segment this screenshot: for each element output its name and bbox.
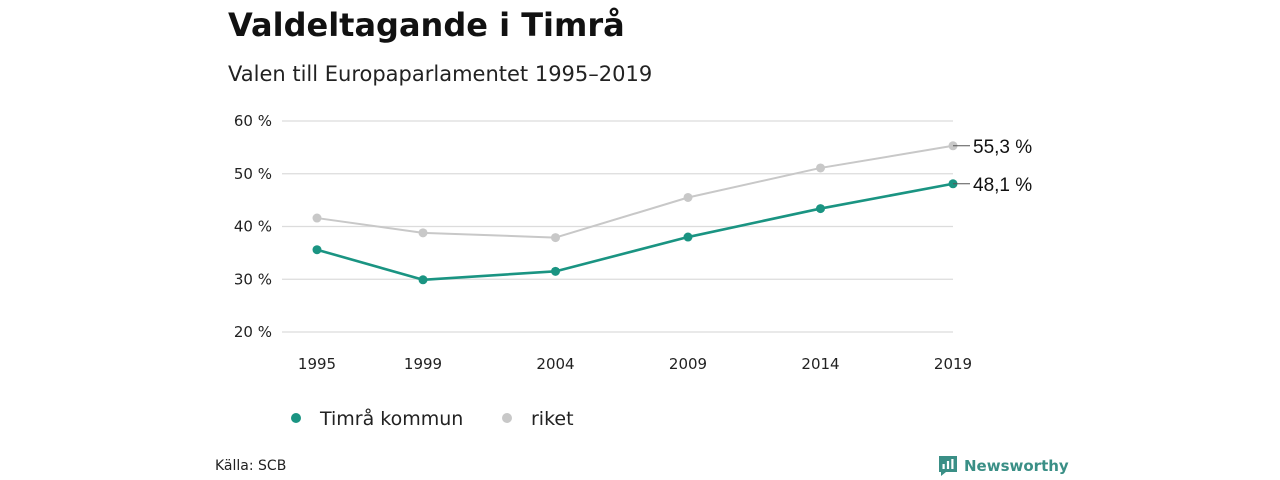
x-tick-label: 2014 — [801, 355, 839, 373]
legend-label: Timrå kommun — [319, 407, 463, 430]
data-point-timr-kommun — [418, 275, 428, 285]
legend-label: riket — [531, 408, 574, 430]
data-point-timr-kommun — [312, 245, 322, 255]
data-point-riket — [816, 163, 825, 173]
data-point-riket — [683, 192, 693, 202]
data-point-riket — [551, 233, 560, 243]
data-point-riket — [418, 228, 428, 238]
data-point-timr-kommun — [683, 232, 693, 242]
grid-lines — [282, 120, 953, 333]
data-point-riket — [312, 213, 322, 223]
legend-marker — [502, 413, 512, 423]
x-tick-label: 2009 — [669, 355, 707, 373]
data-point-timr-kommun — [816, 204, 825, 214]
x-axis: 1995 1999 2004 2009 2014 2019 — [298, 355, 972, 373]
end-label-riket: 55,3 % — [973, 137, 1032, 158]
legend-marker — [291, 413, 301, 423]
x-tick-label: 1999 — [404, 355, 442, 373]
brand-name: Newsworthy — [964, 457, 1069, 475]
brand-logo: Newsworthy — [938, 455, 1069, 477]
series-line-timr-kommun — [316, 182, 954, 282]
data-point-timr-kommun — [551, 266, 560, 276]
chart-title: Valdeltagande i Timrå — [228, 6, 625, 44]
y-tick-label: 20 % — [234, 323, 272, 341]
y-axis: 20 % 30 % 40 % 50 % 60 % — [234, 112, 272, 341]
chart-subtitle: Valen till Europaparlamentet 1995–2019 — [228, 62, 653, 86]
y-tick-label: 30 % — [234, 270, 272, 288]
x-tick-label: 2004 — [536, 355, 574, 373]
series-line-riket — [316, 144, 954, 239]
legend: Timrå kommun riket — [291, 407, 574, 430]
end-label-timr-kommun: 48,1 % — [973, 175, 1032, 196]
x-tick-label: 2019 — [934, 355, 972, 373]
newsworthy-logo-icon — [939, 456, 957, 476]
series-group: 55,3 % 48,1 % — [312, 137, 1032, 285]
y-tick-label: 50 % — [234, 165, 272, 183]
y-tick-label: 60 % — [234, 112, 272, 130]
source-note: Källa: SCB — [215, 458, 287, 474]
x-tick-label: 1995 — [298, 355, 336, 373]
y-tick-label: 40 % — [234, 218, 272, 236]
